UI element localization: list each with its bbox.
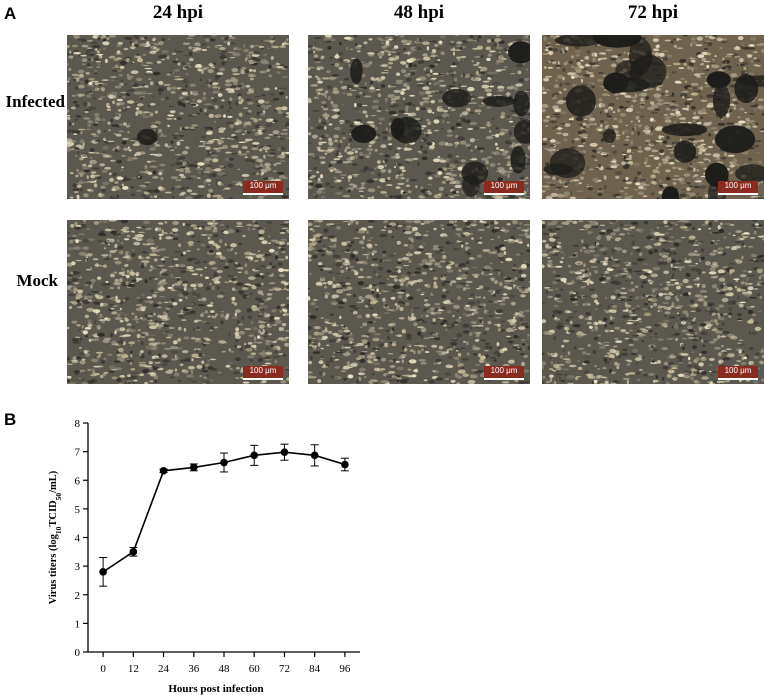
scale-bar: 100 μm (243, 366, 283, 380)
y-tick-label: 4 (75, 533, 81, 545)
micrograph-infected-24hpi: 100 μm (67, 35, 289, 199)
column-header-72hpi: 72 hpi (627, 2, 679, 23)
y-tick-label: 3 (75, 561, 81, 573)
scale-bar: 100 μm (484, 181, 524, 195)
x-tick-label: 84 (309, 663, 321, 675)
scale-bar: 100 μm (718, 181, 758, 195)
scale-bar: 100 μm (243, 181, 283, 195)
scale-bar: 100 μm (718, 366, 758, 380)
x-tick-label: 12 (128, 663, 139, 675)
x-tick-label: 60 (249, 663, 261, 675)
micrograph-infected-72hpi: 100 μm (542, 35, 764, 199)
panel-a-label: A (4, 4, 17, 23)
x-tick-label: 36 (188, 663, 200, 675)
micrograph-mock-48hpi: 100 μm (308, 220, 530, 384)
x-tick-label: 0 (100, 663, 106, 675)
data-point (189, 463, 198, 472)
column-header-24hpi: 24 hpi (152, 2, 204, 23)
y-axis-label: Virus titers (log10TCID50/mL) (48, 470, 63, 604)
x-tick-label: 72 (279, 663, 290, 675)
data-point (310, 451, 319, 460)
data-point (250, 451, 259, 460)
micrograph-mock-24hpi: 100 μm (67, 220, 289, 384)
row-header-mock: Mock (16, 271, 58, 290)
data-point (159, 467, 168, 475)
x-tick-label: 48 (219, 663, 231, 675)
data-point (280, 448, 289, 456)
y-tick-label: 1 (75, 618, 81, 630)
micrograph-mock-72hpi: 100 μm (542, 220, 764, 384)
data-point (129, 548, 138, 556)
y-tick-label: 6 (75, 475, 81, 487)
micrograph-infected-48hpi: 100 μm (308, 35, 530, 199)
row-header-infected: Infected (5, 92, 65, 111)
x-axis-label: Hours post infection (168, 683, 263, 695)
y-tick-label: 7 (75, 447, 81, 459)
y-tick-label: 0 (75, 647, 81, 659)
y-tick-label: 5 (75, 504, 81, 516)
data-point (341, 460, 349, 469)
y-tick-label: 8 (75, 418, 81, 430)
panel-b-label: B (4, 410, 17, 429)
x-tick-label: 96 (339, 663, 351, 675)
x-tick-label: 24 (158, 663, 170, 675)
data-point (220, 458, 228, 467)
data-point (99, 568, 107, 576)
y-tick-label: 2 (75, 590, 81, 602)
scale-bar: 100 μm (484, 366, 524, 380)
column-header-48hpi: 48 hpi (393, 2, 445, 23)
